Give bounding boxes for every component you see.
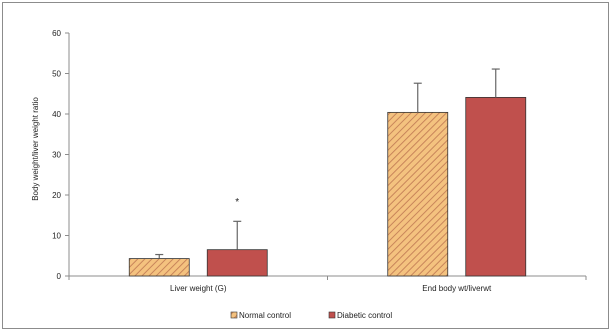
y-tick-label: 10 bbox=[52, 232, 61, 241]
legend-label: Diabetic control bbox=[337, 311, 392, 320]
bar-diabetic-control bbox=[206, 249, 268, 277]
legend-swatch bbox=[328, 311, 336, 319]
legend: Normal control Diabetic control bbox=[230, 311, 392, 320]
y-tick-label: 20 bbox=[52, 191, 61, 200]
labels: 0 10 20 30 40 50 60 Liver weight (G) End body wt… bbox=[52, 29, 492, 293]
x-tick-label: End body wt/liverwt bbox=[422, 284, 492, 293]
y-tick-label: 30 bbox=[52, 151, 61, 160]
bar-normal-control bbox=[387, 111, 449, 277]
bars bbox=[128, 68, 527, 277]
y-tick-label: 60 bbox=[52, 29, 61, 38]
y-tick-label: 0 bbox=[57, 272, 62, 281]
legend-swatch bbox=[230, 311, 238, 319]
y-axis-title: Body weight/liver weight ratio bbox=[31, 97, 40, 201]
y-tick-label: 50 bbox=[52, 70, 61, 79]
significance-marker: * bbox=[235, 197, 239, 208]
bar-normal-control bbox=[128, 258, 190, 277]
bar-diabetic-control bbox=[465, 96, 527, 277]
x-tick-label: Liver weight (G) bbox=[170, 284, 227, 293]
legend-label: Normal control bbox=[239, 311, 291, 320]
y-tick-label: 40 bbox=[52, 110, 61, 119]
